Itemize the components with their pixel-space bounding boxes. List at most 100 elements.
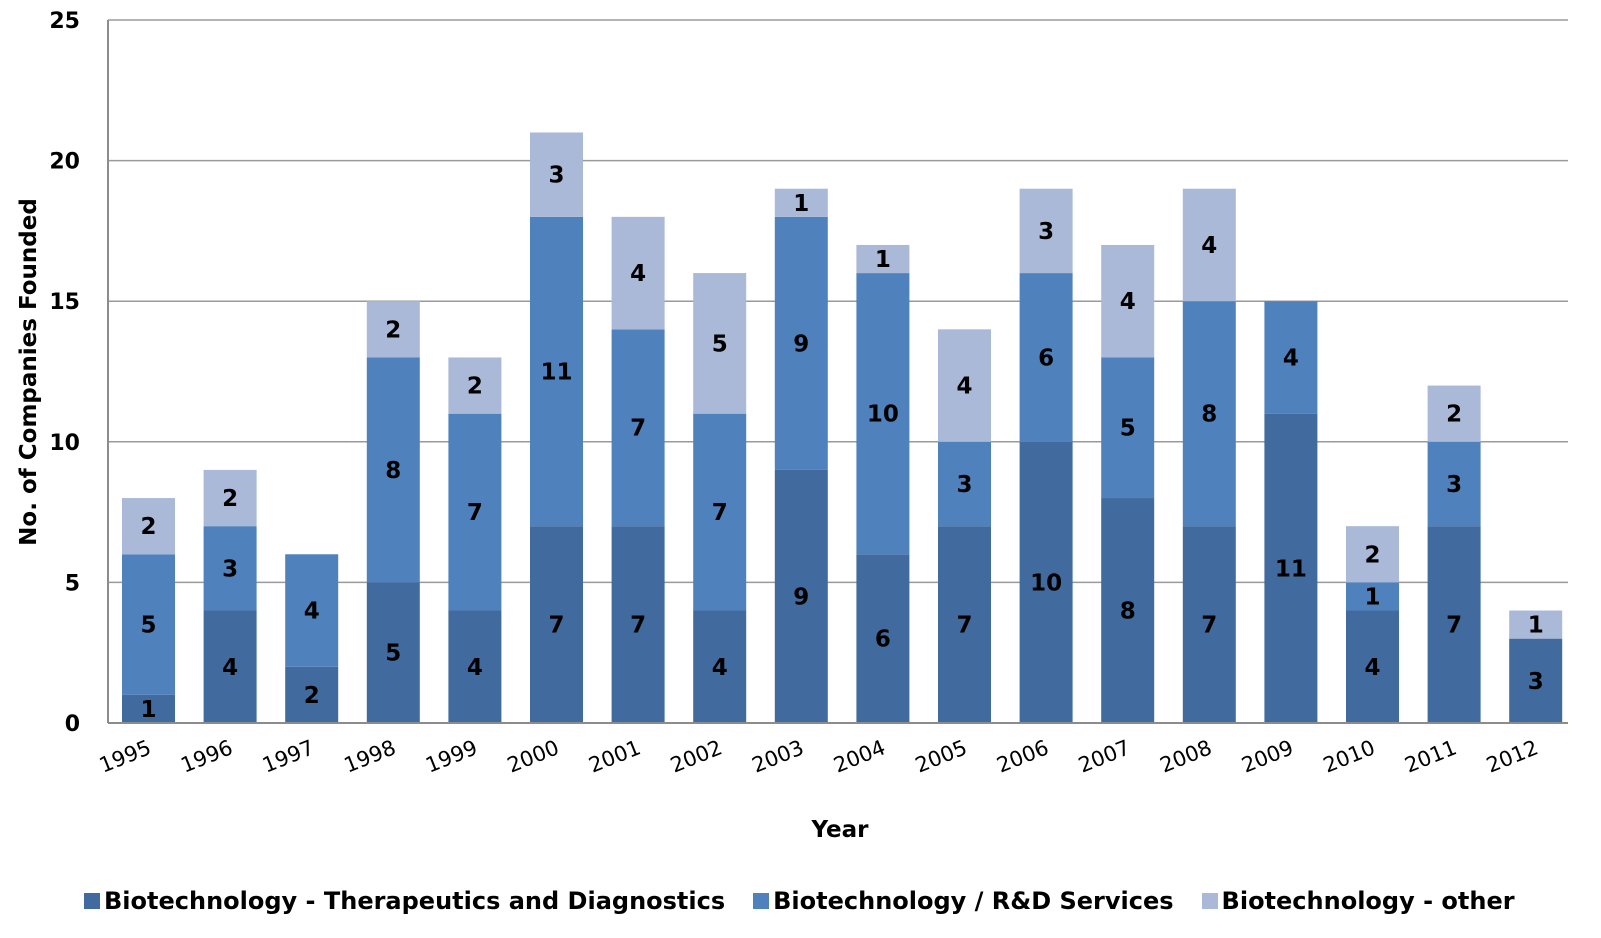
- data-label: 4: [1201, 233, 1217, 259]
- x-tick-label: 2004: [830, 735, 889, 777]
- data-label: 7: [1201, 613, 1217, 639]
- data-label: 3: [956, 472, 972, 498]
- y-tick-label: 25: [49, 9, 80, 34]
- x-tick-label: 2005: [912, 735, 971, 777]
- x-tick-label: 2008: [1157, 735, 1216, 777]
- legend: Biotechnology - Therapeutics and Diagnos…: [84, 884, 1543, 918]
- data-label: 1: [1528, 613, 1544, 639]
- bar-segment: [530, 216, 583, 527]
- bar-segment: [938, 526, 991, 723]
- data-label: 4: [956, 374, 972, 400]
- bar-segment: [448, 357, 502, 414]
- bar-segment: [1427, 385, 1481, 442]
- bar-segment: [448, 413, 502, 611]
- data-label: 1: [875, 247, 891, 273]
- y-tick-label: 10: [49, 431, 80, 456]
- x-tick-label: 2001: [585, 735, 644, 777]
- data-label: 3: [1446, 472, 1462, 498]
- bar-segment: [856, 554, 910, 723]
- bar-segment: [611, 329, 665, 527]
- data-label: 4: [467, 655, 483, 681]
- bar-segment: [285, 554, 339, 667]
- data-label: 3: [1038, 219, 1054, 245]
- gridlines: [108, 19, 1568, 584]
- bar-segment: [203, 469, 257, 527]
- data-label: 5: [385, 641, 401, 667]
- x-tick-label: 2007: [1075, 735, 1134, 777]
- legend-swatch: [84, 893, 100, 909]
- data-label: 11: [1275, 556, 1307, 582]
- bar-segment: [1264, 413, 1318, 723]
- bar-segment: [203, 526, 257, 611]
- legend-label: Biotechnology - other: [1221, 887, 1515, 915]
- x-tick-label: 2002: [667, 735, 726, 777]
- y-tick-label: 20: [49, 150, 80, 175]
- bars: 1524322458247271137744759916101734106385…: [122, 132, 1563, 723]
- bar-segment: [448, 610, 502, 723]
- bar-segment: [1346, 610, 1399, 723]
- data-label: 6: [1038, 345, 1054, 371]
- x-axis-label: Year: [810, 817, 869, 843]
- data-label: 7: [630, 613, 646, 639]
- data-label: 2: [1446, 402, 1462, 428]
- bar-segment: [693, 610, 747, 723]
- bar-segment: [1182, 188, 1236, 302]
- bar-segment: [122, 498, 175, 555]
- legend-label: Biotechnology / R&D Services: [773, 887, 1174, 915]
- bar-segment: [1019, 441, 1073, 723]
- bar-segment: [1101, 244, 1155, 358]
- bar-segment: [774, 188, 828, 217]
- data-label: 3: [548, 163, 564, 189]
- data-label: 7: [630, 416, 646, 442]
- x-tick-label: 1996: [177, 735, 236, 777]
- bar-segment: [1346, 526, 1399, 583]
- bar-segment: [611, 526, 665, 723]
- bar-segment: [774, 469, 828, 723]
- bar-segment: [530, 526, 583, 723]
- data-label: 2: [140, 514, 156, 540]
- x-tick-label: 2011: [1401, 735, 1460, 777]
- bar-segment: [1101, 498, 1155, 723]
- data-label: 4: [1364, 655, 1380, 681]
- bar-segment: [1101, 357, 1155, 499]
- bar-segment: [1509, 610, 1563, 639]
- data-label: 5: [140, 613, 156, 639]
- y-axis-label: No. of Companies Founded: [16, 198, 42, 546]
- x-tick-label: 2010: [1320, 735, 1379, 777]
- data-label: 4: [630, 261, 646, 287]
- bar-segment: [1427, 441, 1481, 527]
- data-label: 1: [140, 697, 156, 723]
- bar-segment: [122, 694, 175, 723]
- data-label: 9: [793, 331, 809, 357]
- data-label: 10: [1030, 570, 1062, 596]
- bar-segment: [1427, 526, 1481, 723]
- bar-segment: [1509, 638, 1563, 723]
- y-tick-label: 0: [65, 712, 80, 737]
- data-label: 4: [304, 599, 320, 625]
- data-label: 3: [222, 556, 238, 582]
- bar-segment: [530, 132, 583, 217]
- bar-segment: [938, 329, 991, 442]
- data-label: 2: [385, 317, 401, 343]
- x-tick-label: 1998: [341, 735, 400, 777]
- x-tick-label: 2009: [1238, 735, 1297, 777]
- bar-segment: [366, 357, 420, 583]
- bar-segment: [856, 273, 910, 555]
- x-tick-label: 1995: [96, 735, 155, 777]
- bar-segment: [1346, 582, 1399, 611]
- x-tick-label: 2003: [749, 735, 808, 777]
- data-label: 1: [793, 191, 809, 217]
- data-label: 3: [1528, 669, 1544, 695]
- x-tick-label: 1997: [259, 735, 318, 777]
- legend-label: Biotechnology - Therapeutics and Diagnos…: [104, 887, 726, 915]
- bar-segment: [366, 301, 420, 358]
- bar-segment: [1019, 273, 1073, 442]
- bar-segment: [774, 216, 828, 470]
- bar-segment: [693, 413, 747, 611]
- data-label: 5: [1120, 416, 1136, 442]
- x-tick-label: 2012: [1483, 735, 1542, 777]
- x-tick-label: 2006: [993, 735, 1052, 777]
- bar-segment: [693, 273, 747, 414]
- bar-segment: [611, 216, 665, 330]
- data-label: 10: [867, 402, 899, 428]
